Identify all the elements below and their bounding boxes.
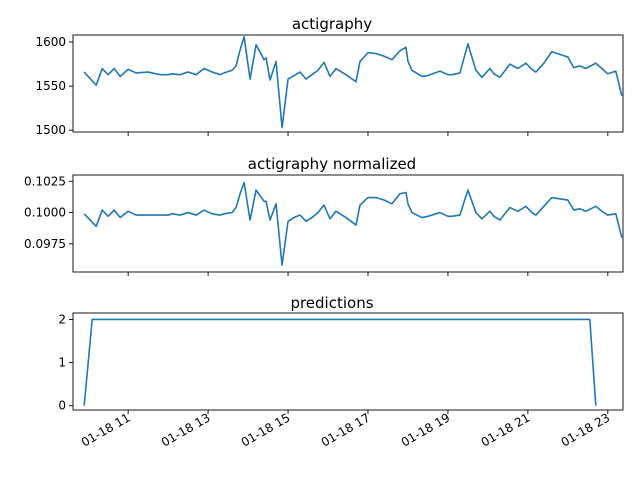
chart-title: actigraphy normalized bbox=[248, 155, 416, 173]
series-line bbox=[83, 318, 597, 406]
axes-frame bbox=[72, 34, 624, 133]
panel-actigraphy-normalized: actigraphy normalized 0.0975 0.1000 0.1025 bbox=[24, 155, 624, 276]
axes-frame bbox=[72, 174, 624, 273]
chart-title: actigraphy bbox=[292, 15, 372, 33]
y-tick-label: 1 bbox=[58, 356, 66, 370]
y-tick-label: 1550 bbox=[35, 79, 66, 93]
y-tick-label: 0 bbox=[58, 399, 66, 413]
y-tick-label: 2 bbox=[58, 312, 66, 326]
panel-actigraphy: actigraphy 1500 1550 1600 bbox=[35, 15, 624, 137]
y-tick-label: 0.0975 bbox=[24, 237, 66, 251]
series-line bbox=[83, 35, 623, 129]
series-line bbox=[83, 181, 623, 266]
y-tick-label: 0.1000 bbox=[24, 206, 66, 220]
plot-area: 1500 1550 1600 bbox=[35, 35, 623, 137]
y-tick-label: 0.1025 bbox=[24, 174, 66, 188]
y-tick-label: 1500 bbox=[35, 123, 66, 137]
y-tick-label: 1600 bbox=[35, 35, 66, 49]
plot-area: 0.0975 0.1000 0.1025 bbox=[24, 174, 623, 276]
chart-title: predictions bbox=[290, 294, 373, 312]
axes-frame bbox=[72, 312, 624, 411]
